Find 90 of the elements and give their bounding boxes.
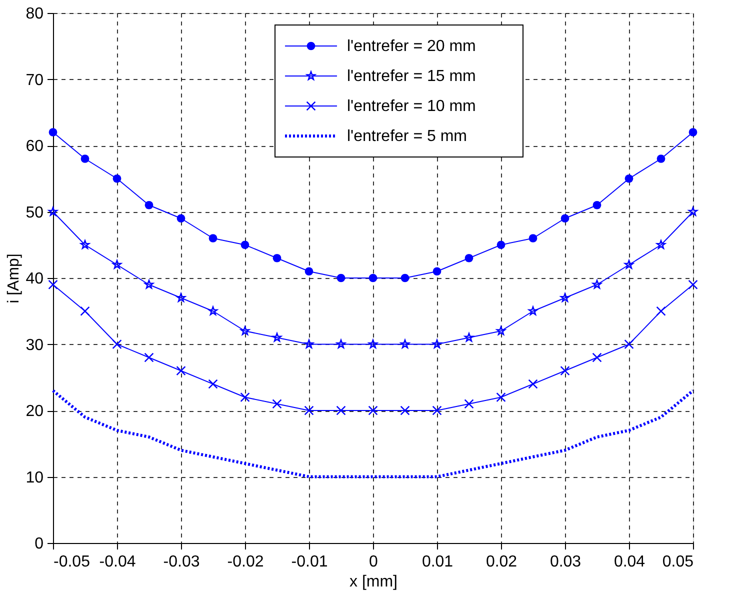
point — [624, 260, 634, 269]
point — [304, 267, 314, 276]
point — [240, 392, 250, 402]
point — [464, 399, 474, 409]
point — [304, 406, 314, 416]
x-tick-label: 0.01 — [422, 554, 454, 570]
point — [688, 280, 698, 290]
x-tick-label: -0.02 — [227, 554, 264, 570]
y-tick-label: 40 — [26, 270, 44, 288]
point — [368, 339, 378, 348]
point — [592, 200, 602, 210]
point — [272, 254, 282, 262]
point — [560, 214, 570, 223]
point — [144, 280, 154, 289]
point — [112, 339, 122, 350]
y-tick-label: 30 — [26, 336, 44, 354]
point — [208, 379, 218, 389]
point — [208, 306, 218, 316]
point — [144, 352, 154, 362]
point — [336, 274, 346, 282]
line-series — [52, 389, 694, 478]
point — [624, 339, 634, 350]
point — [432, 339, 442, 348]
point — [656, 154, 666, 163]
point — [48, 206, 58, 216]
point — [368, 406, 378, 416]
point — [304, 339, 314, 348]
y-tick-label: 50 — [26, 204, 44, 222]
point — [272, 399, 282, 409]
y-axis-title: i [Amp] — [6, 254, 23, 304]
legend-label: l'entrefer = 15 mm — [347, 68, 476, 85]
point — [624, 174, 634, 183]
x-tick-label: -0.04 — [99, 554, 136, 570]
point — [400, 406, 410, 416]
point — [400, 274, 410, 282]
x-axis-title: x [mm] — [350, 574, 398, 590]
point — [272, 332, 282, 342]
point — [208, 234, 218, 242]
point — [592, 352, 602, 362]
point — [560, 366, 570, 376]
point — [80, 240, 90, 249]
point — [528, 379, 538, 389]
point — [80, 154, 90, 163]
point — [592, 280, 602, 289]
point — [176, 366, 186, 376]
point — [496, 326, 506, 336]
point — [432, 267, 442, 276]
point — [528, 234, 538, 242]
point — [560, 293, 570, 302]
y-tick-label: 0 — [34, 536, 44, 552]
point — [48, 128, 58, 136]
y-tick-label: 80 — [26, 6, 44, 22]
point — [336, 339, 346, 348]
x-tick-label: 0.02 — [486, 554, 518, 570]
legend-label: l'entrefer = 5 mm — [347, 128, 467, 145]
point — [496, 392, 506, 402]
point — [144, 200, 154, 210]
point — [176, 214, 186, 223]
point — [464, 254, 474, 262]
point — [176, 293, 186, 302]
x-tick-label: 0.03 — [550, 554, 582, 570]
y-tick-label: 60 — [26, 138, 44, 155]
point — [112, 260, 122, 269]
point — [240, 240, 250, 250]
point — [112, 174, 122, 183]
x-tick-label: 0.05 — [662, 554, 694, 570]
y-tick-label: 20 — [26, 403, 44, 420]
point — [688, 206, 698, 216]
point — [400, 339, 410, 348]
point — [80, 306, 90, 316]
point — [528, 306, 538, 316]
x-tick-label: -0.01 — [291, 554, 328, 570]
x-tick-label: -0.03 — [163, 554, 200, 570]
x-tick-label: 0.04 — [614, 554, 646, 570]
point — [368, 274, 378, 282]
point — [48, 280, 58, 290]
y-tick-label: 70 — [26, 72, 44, 89]
y-tick-label: 10 — [26, 469, 44, 486]
point — [688, 128, 698, 136]
x-tick-label: -0.05 — [54, 554, 90, 570]
legend-label: l'entrefer = 20 mm — [347, 38, 476, 55]
point — [496, 240, 506, 250]
point — [656, 240, 666, 249]
point — [240, 326, 250, 336]
point — [336, 406, 346, 416]
point — [656, 306, 666, 316]
point — [464, 332, 474, 342]
point — [432, 406, 442, 416]
legend-label: l'entrefer = 10 mm — [347, 98, 476, 115]
x-tick-label: 0 — [369, 554, 378, 570]
